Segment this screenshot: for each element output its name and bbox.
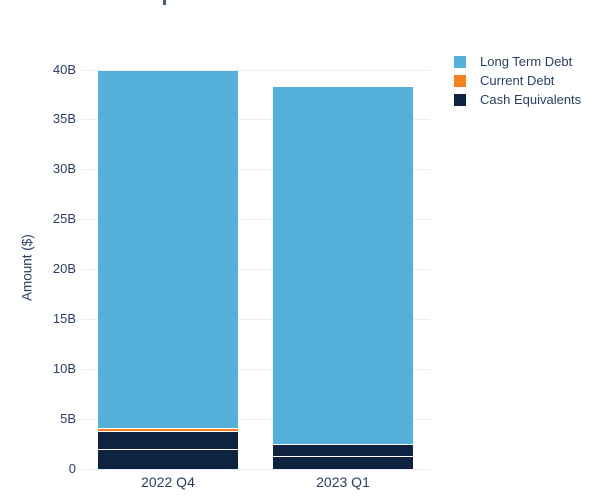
y-tick-label: 0 [68,461,76,476]
gridline [81,469,430,470]
y-tick-label: 10B [52,361,76,376]
gridline [81,70,430,71]
legend-item-cash-equivalents[interactable]: Cash Equivalents [454,90,581,109]
y-tick-label: 40B [52,62,76,77]
legend-swatch-current-debt [454,74,466,87]
y-tick-label: 5B [60,411,76,426]
clipped-title-fragment [163,0,166,5]
legend-item-long-term-debt[interactable]: Long Term Debt [454,52,581,71]
legend-swatch-cash-equivalents [454,93,466,106]
gridline [81,319,430,320]
y-tick-label: 35B [52,111,76,126]
x-tick-label: 2023 Q1 [316,474,370,490]
bar-2022-q4-segment-cash-equivalents[interactable] [98,432,238,450]
legend: Long Term Debt Current Debt Cash Equivalen… [454,52,581,109]
bar-2022-q4-segment-long-term-debt[interactable] [98,71,238,429]
legend-item-current-debt[interactable]: Current Debt [454,71,581,90]
y-tick-label: 30B [52,161,76,176]
legend-label: Long Term Debt [480,54,573,69]
gridline [81,219,430,220]
gridline [81,269,430,270]
bar-2023-q1-segment-long-term-debt[interactable] [273,87,413,445]
x-tick-label: 2022 Q4 [141,474,195,490]
gridline [81,419,430,420]
legend-label: Cash Equivalents [480,92,582,107]
y-tick-label: 15B [52,311,76,326]
y-tick-label: 20B [52,261,76,276]
gridline [81,169,430,170]
legend-swatch-long-term-debt [454,55,466,68]
gridline [81,369,430,370]
bar-2022-q4-segment-current-debt[interactable] [98,429,238,432]
y-tick-label: 25B [52,211,76,226]
bar-2023-q1-segment-cash-equivalents[interactable] [273,457,413,469]
gridline [81,119,430,120]
bar-2022-q4-segment-cash-equivalents[interactable] [98,450,238,469]
legend-label: Current Debt [480,73,555,88]
bar-2023-q1-segment-cash-equivalents[interactable] [273,445,413,457]
